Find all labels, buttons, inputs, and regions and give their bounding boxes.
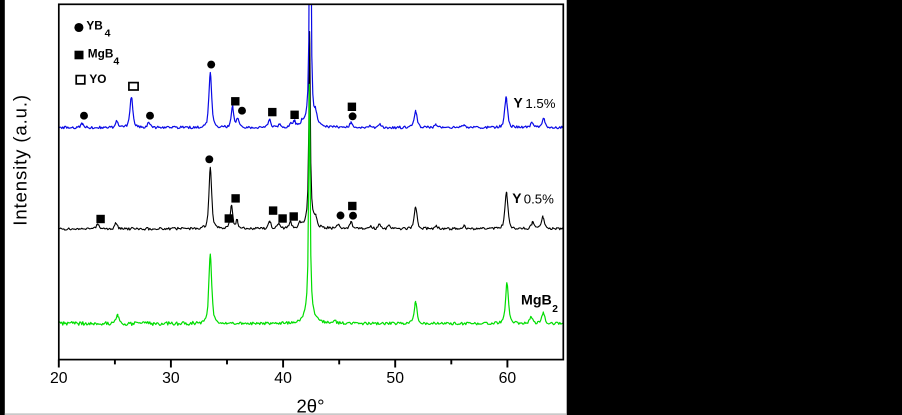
- svg-text:50: 50: [386, 370, 404, 387]
- svg-text:30: 30: [162, 370, 180, 387]
- svg-text:YO: YO: [89, 72, 106, 86]
- svg-text:4: 4: [105, 27, 111, 39]
- svg-text:Intensity (a.u.): Intensity (a.u.): [9, 94, 30, 226]
- svg-text:40: 40: [274, 370, 292, 387]
- svg-text:60: 60: [499, 370, 517, 387]
- svg-text:4: 4: [113, 55, 119, 67]
- svg-text:MgB: MgB: [88, 47, 114, 61]
- svg-text:YB: YB: [86, 19, 102, 33]
- svg-text:1.5%: 1.5%: [525, 96, 555, 111]
- svg-text:MgB: MgB: [521, 293, 552, 309]
- svg-text:0.5%: 0.5%: [524, 191, 554, 206]
- svg-text:2: 2: [552, 304, 558, 315]
- svg-text:Y: Y: [514, 96, 523, 111]
- svg-text:2θ°: 2θ°: [297, 395, 325, 415]
- svg-text:20: 20: [50, 370, 68, 387]
- svg-text:Y: Y: [512, 191, 521, 206]
